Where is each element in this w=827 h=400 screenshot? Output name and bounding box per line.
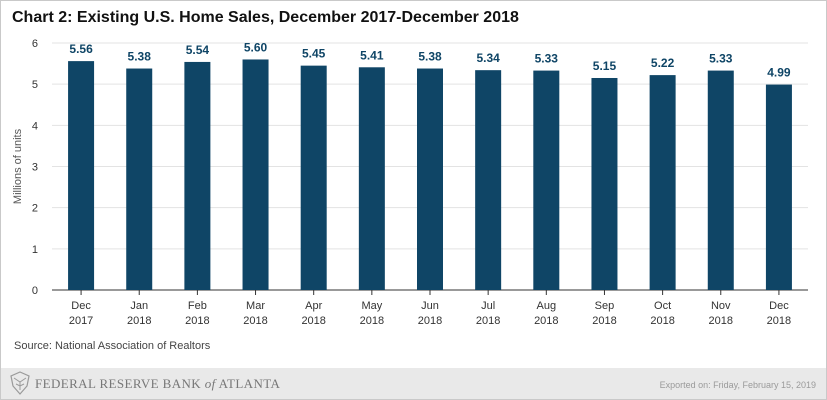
data-label: 5.33 [709,52,733,66]
bar [358,67,385,290]
data-label: 5.38 [418,50,442,64]
x-tick-label-year: 2018 [476,315,500,327]
x-tick-label-month: Jan [130,300,148,312]
x-tick-label-year: 2018 [243,315,267,327]
x-tick-label-year: 2018 [127,315,151,327]
data-label: 5.22 [651,56,675,70]
y-tick-label: 2 [32,203,38,215]
footer-org-prefix: FEDERAL RESERVE BANK [35,376,202,391]
bar [649,75,676,290]
x-tick-label-month: Jul [481,300,495,312]
chart-title: Chart 2: Existing U.S. Home Sales, Decem… [12,9,519,26]
footer-org-of: of [204,376,216,391]
x-tick-label-month: Sep [595,300,615,312]
x-tick-label-year: 2018 [767,315,791,327]
bar [765,84,792,290]
y-tick-label: 0 [32,285,38,297]
x-tick-label-year: 2018 [418,315,442,327]
data-label: 4.99 [767,66,791,80]
x-tick-label-year: 2018 [185,315,209,327]
bar-chart: 0 1 2 3 4 5 6 Millions of units 5.56 Dec 2017 5.38 J… [12,38,808,327]
export-timestamp: Exported on: Friday, February 15, 2019 [659,380,816,390]
y-tick-label: 5 [32,79,38,91]
y-tick-label: 4 [32,120,38,132]
footer-org-suffix: ATLANTA [218,376,281,391]
x-tick-label-year: 2017 [69,315,93,327]
bar [591,77,618,290]
x-tick-label-month: Dec [71,300,91,312]
bar [242,59,269,290]
data-label: 5.38 [128,50,152,64]
y-tick-label: 1 [32,244,38,256]
x-tick-label-month: Apr [305,300,322,312]
bar [126,68,153,290]
x-tick-label-year: 2018 [534,315,558,327]
bar [417,68,443,290]
x-tick-label-month: Oct [654,300,671,312]
data-label: 5.54 [186,43,210,57]
x-tick-label-month: Dec [769,300,789,312]
bar [300,65,327,291]
data-label: 5.34 [476,51,500,65]
bar [707,70,734,290]
x-tick-label-year: 2018 [592,315,616,327]
y-tick-label: 3 [32,162,38,174]
x-tick-label-year: 2018 [301,315,325,327]
x-tick-label-month: Mar [246,300,265,312]
x-tick-label-year: 2018 [360,315,384,327]
source-note: Source: National Association of Realtors [14,340,211,352]
data-label: 5.15 [593,59,617,73]
x-tick-label-month: Nov [711,300,731,312]
footer-bar: FEDERAL RESERVE BANK of ATLANTA Exported… [1,368,826,399]
data-label: 5.60 [244,40,268,54]
footer-org-name: FEDERAL RESERVE BANK of ATLANTA [35,376,280,392]
x-tick-label-year: 2018 [650,315,674,327]
x-tick-label-month: May [361,300,382,312]
x-tick-label-year: 2018 [709,315,733,327]
data-label: 5.33 [535,52,559,66]
bar [68,61,95,290]
x-tick-label-month: Jun [421,300,439,312]
x-tick-label-month: Feb [188,300,207,312]
data-label: 5.41 [360,48,384,62]
bar [184,61,211,290]
x-tick-label-month: Aug [537,300,557,312]
y-tick-label: 6 [32,38,38,50]
y-axis-label: Millions of units [12,128,24,204]
bar [475,70,502,290]
bar [533,70,560,290]
data-label: 5.45 [302,47,326,61]
data-label: 5.56 [69,42,93,56]
eagle-seal-icon [10,371,30,395]
